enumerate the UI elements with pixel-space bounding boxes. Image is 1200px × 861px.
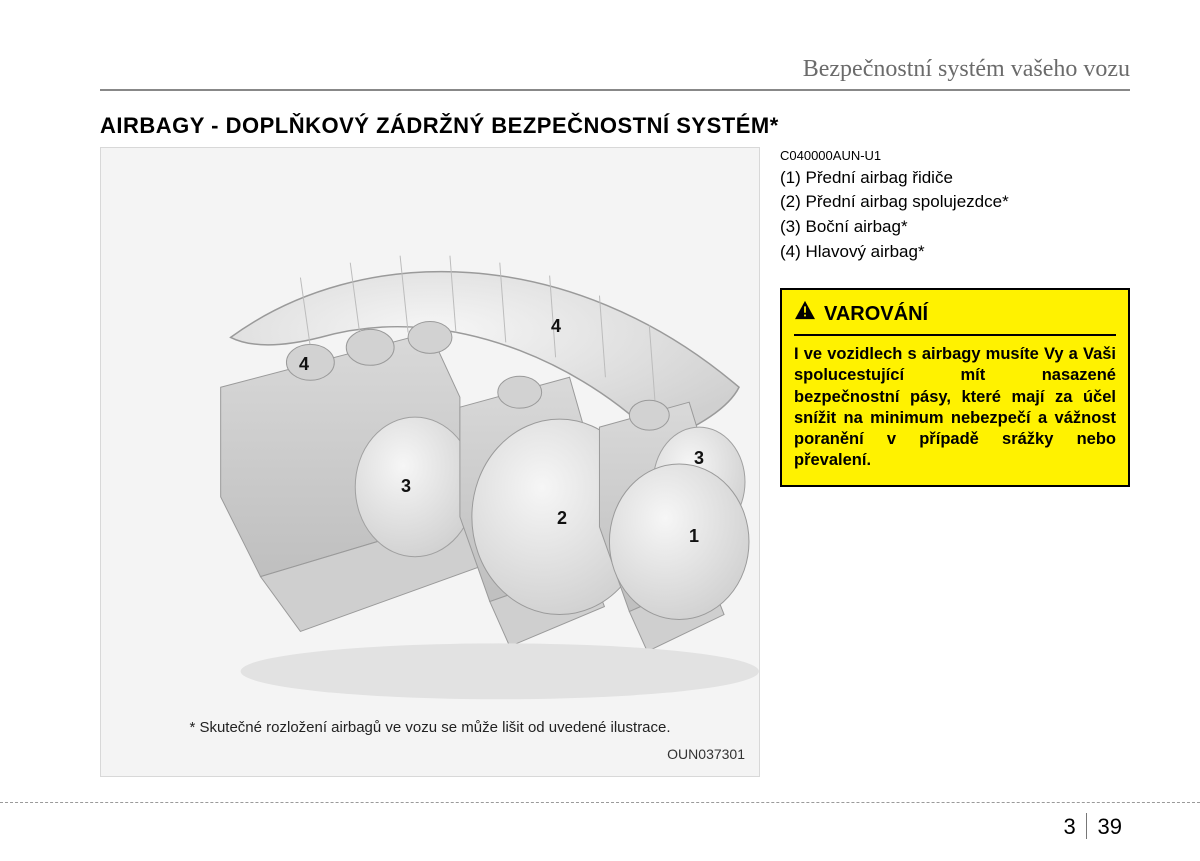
- figure-label-4a: 4: [299, 354, 309, 375]
- legend-item-1: (1) Přední airbag řidiče: [780, 167, 1130, 190]
- figure-label-2: 2: [557, 508, 567, 529]
- warning-body: I ve vozidlech s airbagy musíte Vy a Vaš…: [794, 344, 1116, 471]
- figure-image-id: OUN037301: [667, 746, 745, 762]
- footer-rule: [0, 802, 1200, 803]
- airbag-figure: 1 2 3 3 4 4 * Skutečné rozložení airbagů…: [100, 147, 760, 777]
- figure-label-1: 1: [689, 526, 699, 547]
- warning-box: VAROVÁNÍ I ve vozidlech s airbagy musíte…: [780, 288, 1130, 487]
- warning-triangle-icon: [794, 300, 816, 328]
- content-row: 1 2 3 3 4 4 * Skutečné rozložení airbagů…: [100, 147, 1130, 777]
- figure-label-3b: 3: [694, 448, 704, 469]
- figure-label-3a: 3: [401, 476, 411, 497]
- page-number-value: 39: [1098, 814, 1122, 839]
- section-title: AIRBAGY - DOPLŇKOVÝ ZÁDRŽNÝ BEZPEČNOSTNÍ…: [100, 113, 1130, 139]
- legend-item-4: (4) Hlavový airbag*: [780, 241, 1130, 264]
- legend-item-3: (3) Boční airbag*: [780, 216, 1130, 239]
- figure-label-4b: 4: [551, 316, 561, 337]
- warning-title-row: VAROVÁNÍ: [794, 300, 1116, 336]
- warning-label: VAROVÁNÍ: [824, 301, 928, 328]
- page-separator: [1086, 813, 1088, 839]
- doc-code: C040000AUN-U1: [780, 147, 1130, 165]
- page-number: 3 39: [1064, 814, 1122, 841]
- right-column: C040000AUN-U1 (1) Přední airbag řidiče (…: [780, 147, 1130, 777]
- legend-item-2: (2) Přední airbag spolujezdce*: [780, 191, 1130, 214]
- chapter-header: Bezpečnostní systém vašeho vozu: [100, 56, 1130, 91]
- airbag-diagram-svg: [101, 148, 759, 776]
- chapter-number: 3: [1064, 814, 1076, 839]
- figure-caption: * Skutečné rozložení airbagů ve vozu se …: [101, 719, 759, 736]
